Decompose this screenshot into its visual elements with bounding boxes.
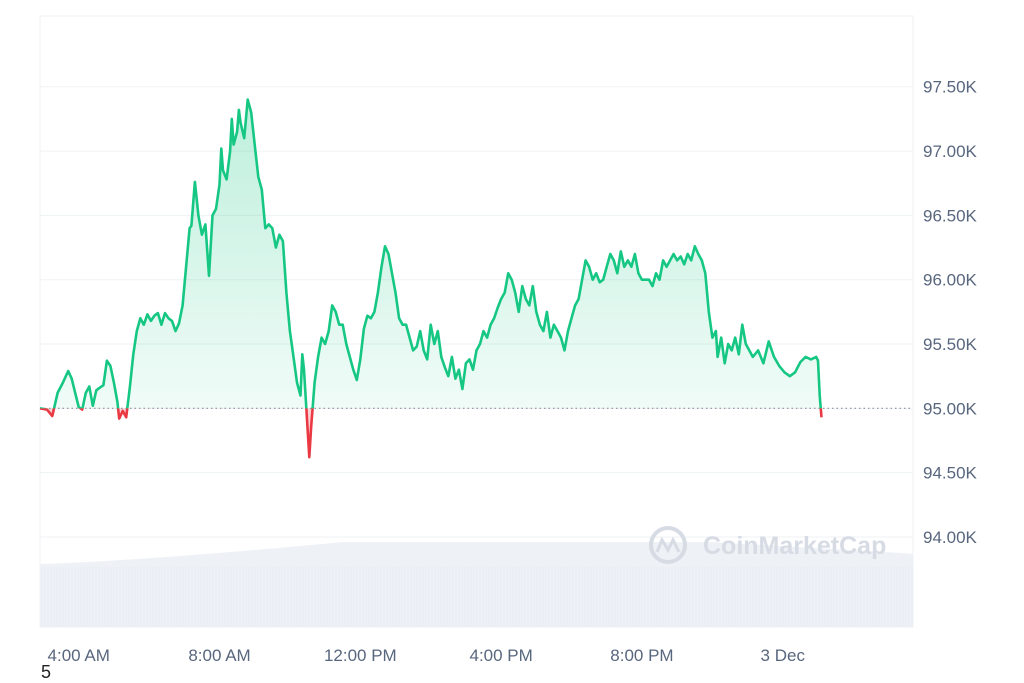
x-tick-label: 8:00 AM — [188, 646, 250, 665]
volume-area — [40, 542, 913, 627]
coinmarketcap-watermark: CoinMarketCap — [649, 526, 886, 564]
x-tick-label: 3 Dec — [761, 646, 806, 665]
watermark-text: CoinMarketCap — [703, 532, 886, 560]
coinmarketcap-logo-mark — [655, 536, 681, 554]
y-tick-label: 96.00K — [923, 271, 978, 290]
y-tick-label: 94.50K — [923, 464, 978, 483]
x-tick-label: 12:00 PM — [324, 646, 397, 665]
y-tick-label: 96.50K — [923, 206, 978, 225]
series-line-up — [39, 98, 823, 409]
y-axis: 97.50K 97.00K 96.50K 96.00K 95.50K 95.00K 94.5… — [923, 78, 978, 547]
x-tick-label: 4:00 PM — [469, 646, 532, 665]
price-area-fill — [40, 99, 822, 458]
price-line — [39, 98, 823, 459]
x-tick-label: 4:00 AM — [48, 646, 110, 665]
y-tick-label: 97.00K — [923, 142, 978, 161]
area-fill-up — [40, 99, 822, 409]
corner-label: 5 — [41, 662, 52, 682]
y-tick-label: 95.50K — [923, 335, 978, 354]
x-tick-label: 8:00 PM — [610, 646, 673, 665]
y-tick-label: 95.00K — [923, 399, 978, 418]
x-axis: 4:00 AM 8:00 AM 12:00 PM 4:00 PM 8:00 PM 3 De… — [48, 646, 806, 665]
y-tick-label: 94.00K — [923, 528, 978, 547]
y-tick-label: 97.50K — [923, 78, 978, 97]
coinmarketcap-logo-icon — [649, 526, 687, 564]
